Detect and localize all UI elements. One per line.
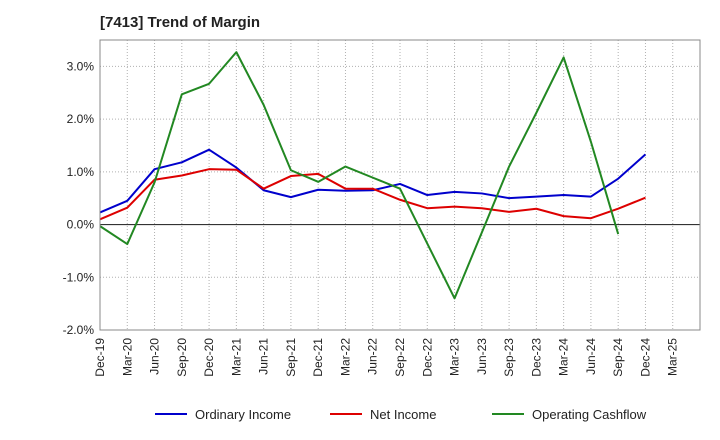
x-tick-label: Mar-22 xyxy=(338,338,352,376)
grid-lines xyxy=(100,40,700,331)
x-tick-label: Dec-21 xyxy=(311,338,325,377)
series-line-operating-cashflow xyxy=(99,51,620,300)
x-tick-label: Dec-20 xyxy=(202,338,216,377)
series-lines xyxy=(99,51,647,300)
legend-label: Net Income xyxy=(370,407,436,422)
x-tick-label: Mar-20 xyxy=(120,338,134,376)
x-tick-label: Dec-23 xyxy=(529,338,543,377)
y-tick-label: -1.0% xyxy=(63,270,95,284)
plot-area-frame xyxy=(99,39,701,331)
x-tick-label: Dec-24 xyxy=(638,338,652,377)
series-line-ordinary-income xyxy=(99,148,647,214)
x-tick-label: Jun-23 xyxy=(475,338,489,375)
x-tick-label: Sep-22 xyxy=(393,338,407,377)
x-tick-label: Sep-21 xyxy=(284,338,298,377)
legend: Ordinary Income Net Income Operating Cashf… xyxy=(155,407,647,422)
x-axis-tick-labels: Dec-19 Mar-20 Jun-20 Sep-20 Dec-20 Mar-21 Jun-… xyxy=(93,338,680,377)
y-tick-label: 2.0% xyxy=(67,112,95,126)
x-tick-label: Jun-21 xyxy=(257,338,271,375)
x-tick-label: Dec-22 xyxy=(420,338,434,377)
x-tick-label: Mar-21 xyxy=(229,338,243,376)
y-tick-label: 0.0% xyxy=(67,218,95,232)
y-tick-label: -2.0% xyxy=(63,323,95,337)
x-tick-label: Mar-24 xyxy=(557,338,571,376)
x-tick-label: Dec-19 xyxy=(93,338,107,377)
y-tick-label: 3.0% xyxy=(67,59,95,73)
y-axis-tick-labels: 3.0% 2.0% 1.0% 0.0% -1.0% -2.0% xyxy=(63,59,95,337)
x-tick-label: Jun-22 xyxy=(366,338,380,375)
y-tick-label: 1.0% xyxy=(67,165,95,179)
legend-label: Ordinary Income xyxy=(195,407,291,422)
x-tick-label: Sep-20 xyxy=(175,338,189,377)
series-line-net-income xyxy=(99,168,646,221)
x-tick-label: Mar-23 xyxy=(448,338,462,376)
x-tick-label: Jun-24 xyxy=(584,338,598,375)
chart-title: [7413] Trend of Margin xyxy=(100,14,261,31)
legend-label: Operating Cashflow xyxy=(532,407,647,422)
x-tick-label: Sep-23 xyxy=(502,338,516,377)
x-tick-label: Jun-20 xyxy=(148,338,162,375)
x-tick-label: Mar-25 xyxy=(666,338,680,376)
x-tick-label: Sep-24 xyxy=(611,338,625,377)
